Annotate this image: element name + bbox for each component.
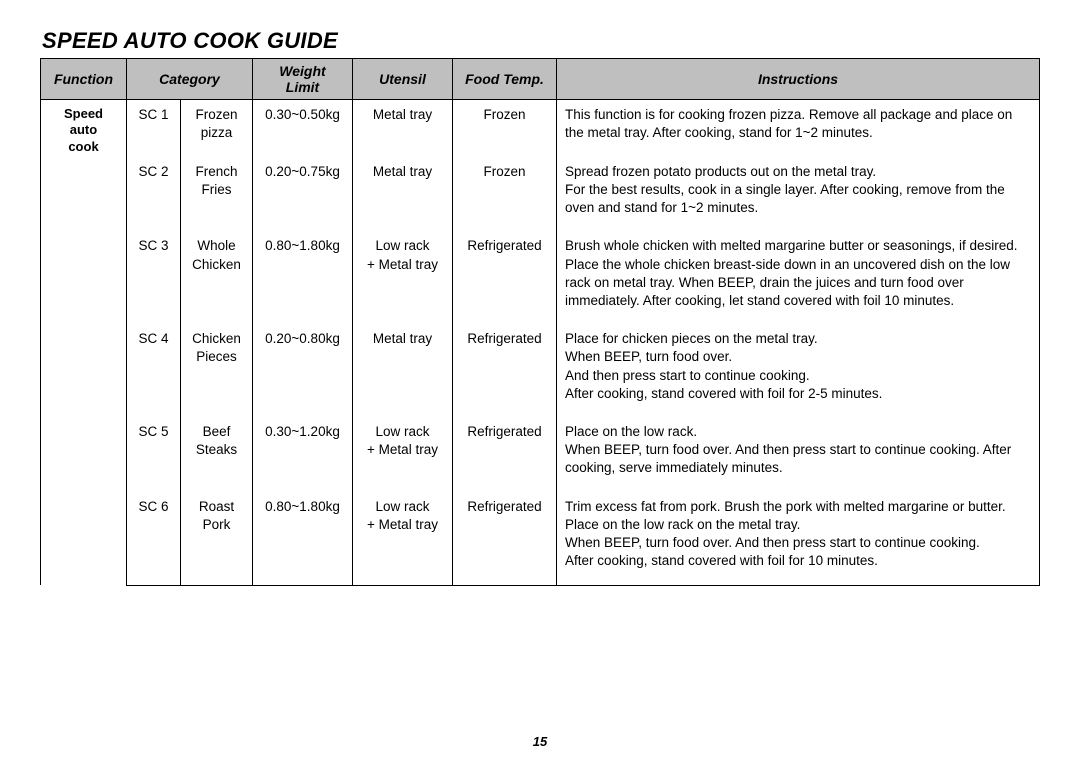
cell-food-temp: Frozen [453,157,557,232]
th-category: Category [127,59,253,100]
cell-code: SC 1 [127,100,181,157]
cell-category: FrenchFries [181,157,253,232]
function-l1: Speed auto [64,106,103,137]
cell-food-temp: Refrigerated [453,231,557,324]
cell-code: SC 4 [127,324,181,417]
th-weight-limit: Weight Limit [253,59,353,100]
cell-category: Frozenpizza [181,100,253,157]
table-row: SC 4ChickenPieces0.20~0.80kgMetal trayRe… [41,324,1040,417]
cell-instructions: Brush whole chicken with melted margarin… [557,231,1040,324]
cell-weight: 0.80~1.80kg [253,492,353,585]
table-row: SC 3WholeChicken0.80~1.80kgLow rack+ Met… [41,231,1040,324]
cell-code: SC 6 [127,492,181,585]
cell-instructions: This function is for cooking frozen pizz… [557,100,1040,157]
th-function: Function [41,59,127,100]
cell-code: SC 5 [127,417,181,492]
function-l2: cook [68,139,98,154]
cell-utensil: Low rack+ Metal tray [353,417,453,492]
th-utensil: Utensil [353,59,453,100]
cell-food-temp: Refrigerated [453,324,557,417]
cell-utensil: Metal tray [353,157,453,232]
cell-instructions: Trim excess fat from pork. Brush the por… [557,492,1040,585]
page-title: SPEED AUTO COOK GUIDE [42,28,1040,54]
cell-weight: 0.20~0.80kg [253,324,353,417]
cell-food-temp: Frozen [453,100,557,157]
cell-utensil: Metal tray [353,100,453,157]
table-row: SC 2FrenchFries0.20~0.75kgMetal trayFroz… [41,157,1040,232]
cell-category: RoastPork [181,492,253,585]
cook-guide-table: Function Category Weight Limit Utensil F… [40,58,1040,586]
cell-weight: 0.20~0.75kg [253,157,353,232]
cell-instructions: Spread frozen potato products out on the… [557,157,1040,232]
cell-category: ChickenPieces [181,324,253,417]
cell-weight: 0.80~1.80kg [253,231,353,324]
page-number: 15 [0,734,1080,749]
th-weight-l2: Limit [286,79,319,95]
cell-weight: 0.30~0.50kg [253,100,353,157]
table-row: SC 6RoastPork0.80~1.80kgLow rack+ Metal … [41,492,1040,585]
th-food-temp: Food Temp. [453,59,557,100]
cell-code: SC 2 [127,157,181,232]
cell-utensil: Low rack+ Metal tray [353,492,453,585]
cell-utensil: Metal tray [353,324,453,417]
table-header-row: Function Category Weight Limit Utensil F… [41,59,1040,100]
cell-category: WholeChicken [181,231,253,324]
cell-utensil: Low rack+ Metal tray [353,231,453,324]
cell-instructions: Place on the low rack.When BEEP, turn fo… [557,417,1040,492]
th-weight-l1: Weight [279,63,325,79]
cell-food-temp: Refrigerated [453,417,557,492]
cell-code: SC 3 [127,231,181,324]
function-cell: Speed auto cook [41,100,127,585]
cell-instructions: Place for chicken pieces on the metal tr… [557,324,1040,417]
cell-weight: 0.30~1.20kg [253,417,353,492]
cell-food-temp: Refrigerated [453,492,557,585]
cell-category: BeefSteaks [181,417,253,492]
table-row: Speed auto cook SC 1Frozenpizza0.30~0.50kg… [41,100,1040,157]
table-row: SC 5BeefSteaks0.30~1.20kgLow rack+ Metal… [41,417,1040,492]
th-instructions: Instructions [557,59,1040,100]
table-body: Speed auto cook SC 1Frozenpizza0.30~0.50kg… [41,100,1040,585]
